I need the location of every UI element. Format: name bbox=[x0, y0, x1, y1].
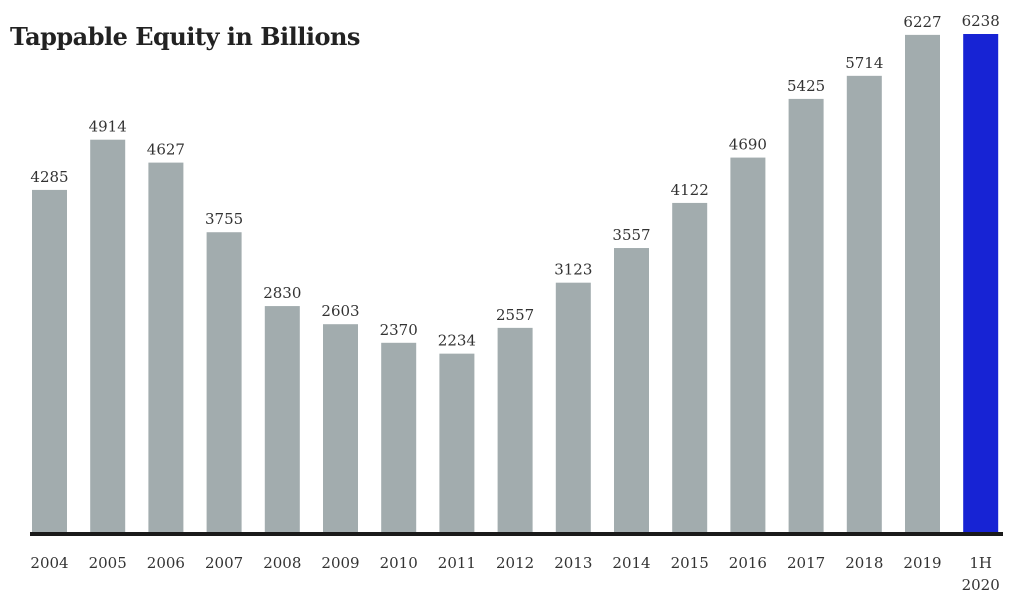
x-tick-label-7: 2011 bbox=[438, 554, 476, 572]
bar-1 bbox=[90, 139, 126, 532]
value-label-7: 2234 bbox=[438, 332, 476, 350]
bar-6 bbox=[381, 342, 417, 532]
x-tick-label-0: 2004 bbox=[30, 554, 68, 572]
bar-13 bbox=[788, 98, 824, 533]
x-tick-label-8: 2012 bbox=[496, 554, 534, 572]
value-label-11: 4122 bbox=[671, 181, 709, 199]
value-label-8: 2557 bbox=[496, 306, 534, 324]
bar-8 bbox=[497, 327, 533, 532]
value-label-9: 3123 bbox=[554, 261, 592, 279]
value-label-0: 4285 bbox=[30, 168, 68, 186]
bar-7 bbox=[439, 353, 475, 532]
bar-14 bbox=[846, 75, 882, 532]
value-label-5: 2603 bbox=[321, 302, 359, 320]
x-tick-label-11: 2015 bbox=[671, 554, 709, 572]
chart-title: Tappable Equity in Billions bbox=[10, 22, 360, 51]
bar-9 bbox=[555, 282, 591, 532]
value-label-14: 5714 bbox=[845, 54, 883, 72]
value-label-3: 3755 bbox=[205, 210, 243, 228]
x-tick-label-12: 2016 bbox=[729, 554, 767, 572]
value-label-16: 6238 bbox=[962, 12, 1000, 30]
x-tick-label-4: 2008 bbox=[263, 554, 301, 572]
value-label-1: 4914 bbox=[89, 118, 127, 136]
value-label-12: 4690 bbox=[729, 136, 767, 154]
bar-10 bbox=[614, 248, 649, 532]
x-tick-label-1: 2005 bbox=[89, 554, 127, 572]
bar-0 bbox=[32, 189, 67, 532]
value-label-6: 2370 bbox=[380, 321, 418, 339]
bar-12 bbox=[730, 157, 766, 533]
x-tick-label-10: 2014 bbox=[612, 554, 650, 572]
x-tick-label-2: 2006 bbox=[147, 554, 185, 572]
bar-15 bbox=[905, 34, 940, 532]
bar-16 bbox=[963, 34, 999, 532]
x-tick-label-15: 2019 bbox=[903, 554, 941, 572]
x-tick-label-9: 2013 bbox=[554, 554, 592, 572]
bar-3 bbox=[206, 232, 242, 533]
x-tick-label-5: 2009 bbox=[321, 554, 359, 572]
value-label-10: 3557 bbox=[612, 226, 650, 244]
x-tick-label-3: 2007 bbox=[205, 554, 243, 572]
value-label-2: 4627 bbox=[147, 141, 185, 159]
x-tick-label-14: 2018 bbox=[845, 554, 883, 572]
x-tick-label-6: 2010 bbox=[380, 554, 418, 572]
bar-5 bbox=[323, 324, 358, 532]
value-label-15: 6227 bbox=[903, 13, 941, 31]
value-label-4: 2830 bbox=[263, 284, 301, 302]
bar-4 bbox=[264, 306, 300, 532]
bar-2 bbox=[148, 162, 184, 532]
value-label-13: 5425 bbox=[787, 77, 825, 95]
x-tick-label-16-0: 1H bbox=[969, 554, 992, 572]
x-tick-label-13: 2017 bbox=[787, 554, 825, 572]
bar-11 bbox=[672, 202, 708, 532]
x-tick-label-16-1: 2020 bbox=[962, 576, 1000, 594]
